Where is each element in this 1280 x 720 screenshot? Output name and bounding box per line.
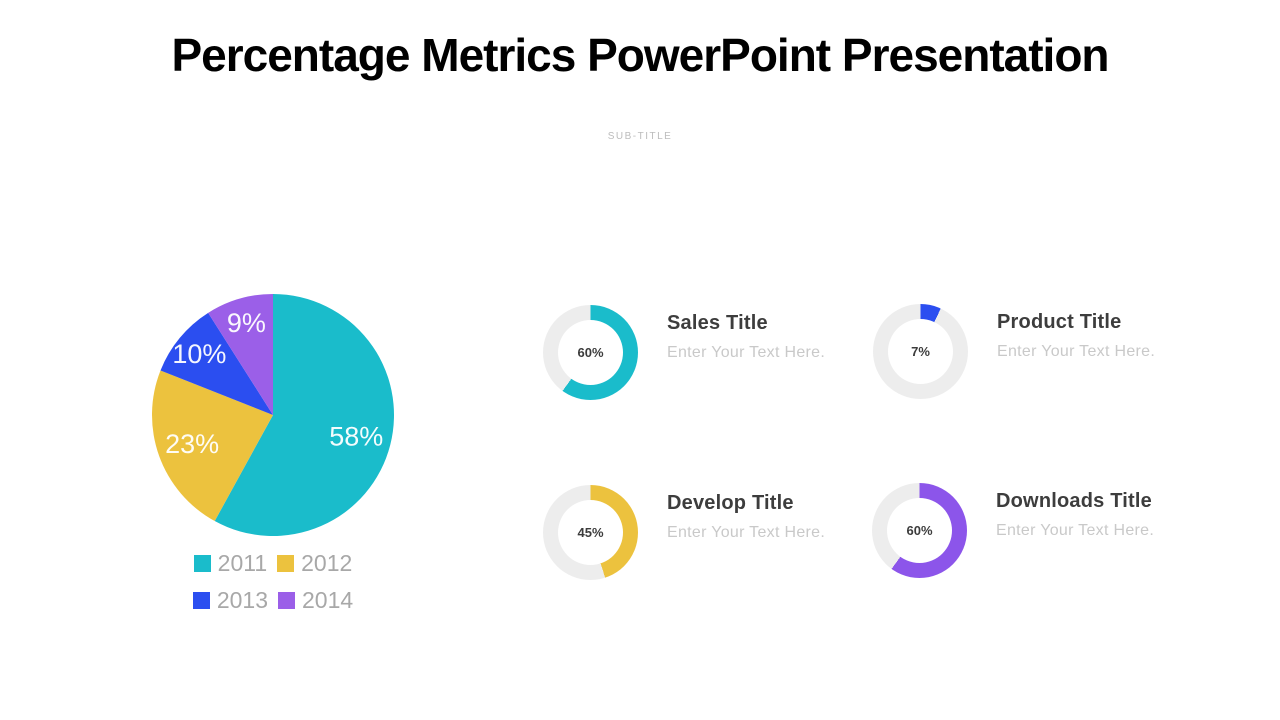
legend-swatch bbox=[278, 592, 295, 609]
metric-card-product: 7% Product Title Enter Your Text Here. bbox=[873, 304, 1155, 399]
donut-chart-develop[interactable]: 45% bbox=[543, 485, 638, 580]
metric-text-block: Develop Title Enter Your Text Here. bbox=[667, 492, 825, 542]
legend-label: 2013 bbox=[216, 587, 268, 613]
metric-description-placeholder[interactable]: Enter Your Text Here. bbox=[667, 524, 826, 541]
metric-description-placeholder[interactable]: Enter Your Text Here. bbox=[667, 344, 826, 361]
pie-slice-label: 10% bbox=[172, 339, 226, 369]
legend-label: 2011 bbox=[217, 550, 268, 576]
legend-item-2013: 2013 bbox=[192, 587, 268, 613]
legend-swatch bbox=[277, 555, 295, 572]
metric-description-placeholder[interactable]: Enter Your Text Here. bbox=[996, 522, 1155, 539]
donut-value-label: 45% bbox=[577, 525, 604, 540]
donut-chart-sales[interactable]: 60% bbox=[543, 305, 638, 400]
pie-slice-2012[interactable] bbox=[152, 370, 273, 522]
pie-legend: 2011 2012 2013 2014 bbox=[173, 552, 373, 612]
pie-chart-svg[interactable]: 58% 23% 10%9% bbox=[152, 294, 394, 536]
pie-slice-2013[interactable] bbox=[160, 312, 273, 415]
metric-card-downloads: 60% Downloads Title Enter Your Text Here… bbox=[872, 483, 1154, 578]
metric-title: Downloads Title bbox=[996, 490, 1152, 512]
donut-value-label: 7% bbox=[911, 344, 930, 359]
legend-label: 2012 bbox=[301, 550, 353, 576]
metric-card-develop: 45% Develop Title Enter Your Text Here. bbox=[543, 485, 825, 580]
legend-item-2011: 2011 bbox=[193, 550, 268, 576]
pie-slice-2011[interactable] bbox=[214, 294, 394, 536]
donut-value-label: 60% bbox=[906, 523, 933, 538]
donut-chart-downloads[interactable]: 60% bbox=[872, 483, 967, 578]
metric-title: Develop Title bbox=[667, 492, 794, 514]
legend-swatch bbox=[193, 555, 211, 572]
pie-slice-label: 58% bbox=[329, 421, 383, 451]
donut-chart-product[interactable]: 7% bbox=[873, 304, 968, 399]
legend-item-2012: 2012 bbox=[277, 552, 352, 575]
pie-slice-label: 9% bbox=[227, 308, 266, 338]
donut-value-label: 60% bbox=[577, 345, 604, 360]
metric-title: Sales Title bbox=[667, 312, 768, 334]
slide-title: Percentage Metrics PowerPoint Presentati… bbox=[171, 29, 1109, 81]
metric-title: Product Title bbox=[997, 311, 1122, 333]
pie-chart[interactable]: 58% 23% 10% 9% bbox=[152, 294, 394, 536]
pie-slice-label: 23% bbox=[165, 429, 219, 459]
legend-swatch bbox=[192, 592, 210, 609]
metric-text-block: Downloads Title Enter Your Text Here. bbox=[996, 490, 1154, 540]
metric-text-block: Product Title Enter Your Text Here. bbox=[997, 311, 1155, 361]
slide-subtitle-placeholder[interactable]: SUB-TITLE bbox=[607, 131, 673, 142]
pie-slice-2014[interactable] bbox=[208, 294, 273, 415]
metric-text-block: Sales Title Enter Your Text Here. bbox=[667, 312, 825, 362]
legend-item-2014: 2014 bbox=[278, 589, 353, 612]
metric-description-placeholder[interactable]: Enter Your Text Here. bbox=[997, 343, 1156, 360]
metric-card-sales: 60% Sales Title Enter Your Text Here. bbox=[543, 305, 825, 400]
legend-label: 2014 bbox=[302, 587, 354, 613]
